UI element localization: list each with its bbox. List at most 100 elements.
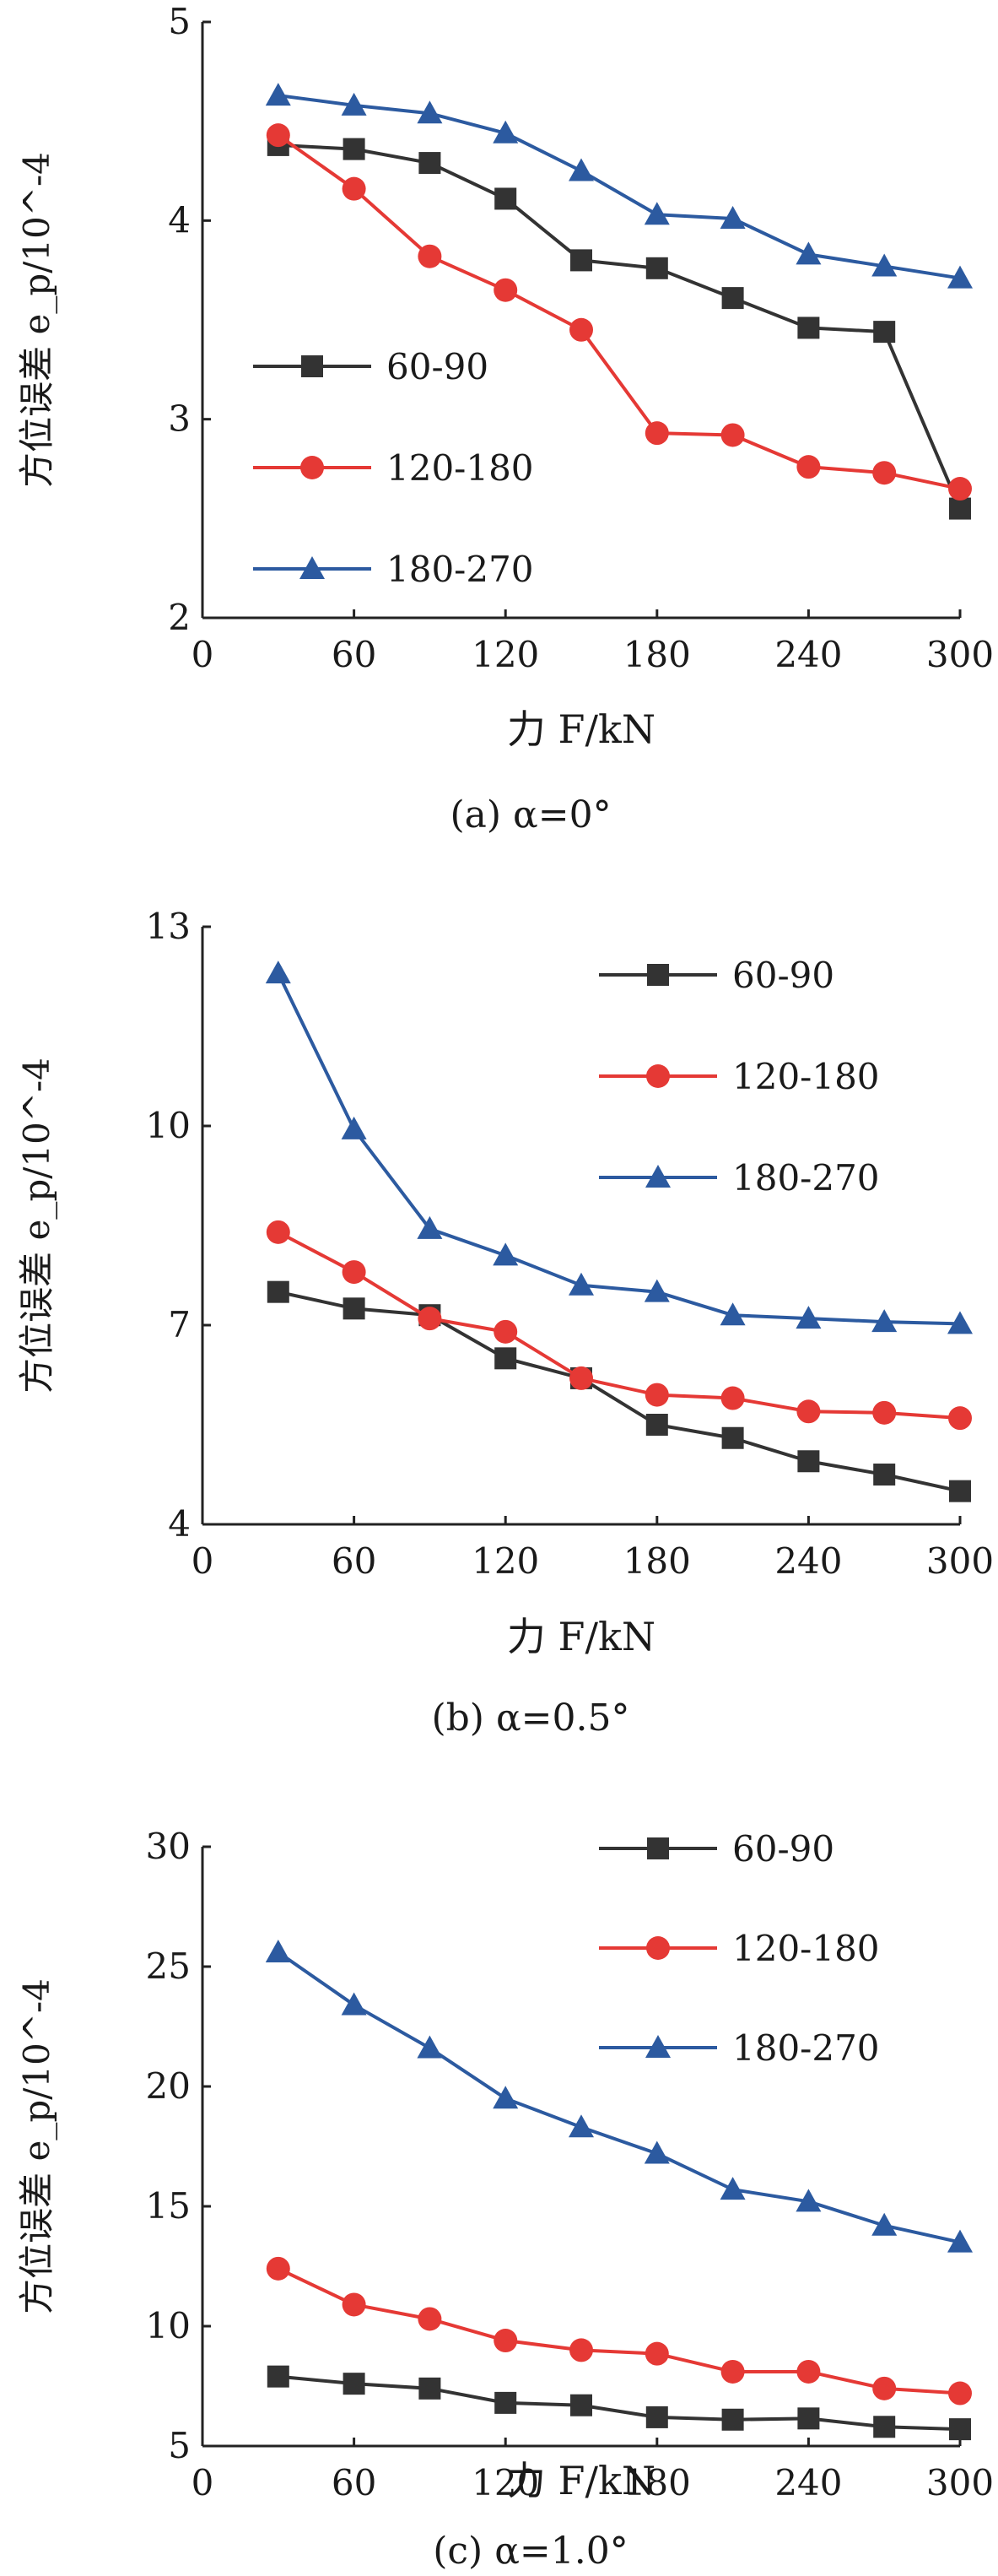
- data-point-120-180: [720, 2359, 745, 2384]
- data-point-180-270: [569, 1272, 594, 1296]
- x-tick-label: 300: [926, 2462, 994, 2503]
- series-line-60-90: [278, 143, 962, 510]
- legend-marker: [300, 456, 324, 479]
- data-point-120-180: [266, 2256, 290, 2281]
- data-point-60-90: [797, 317, 820, 339]
- series-line-60-90: [278, 2374, 961, 2432]
- data-point-180-270: [644, 202, 670, 225]
- data-point-180-270: [871, 253, 898, 277]
- chart-panel-1: 0 60 120 180 240 300 2 3 4 5 60-90 120-180 180-270 力 …: [16, 1, 994, 836]
- data-point-60-90: [797, 2407, 820, 2430]
- x-tick-label: 0: [192, 2462, 214, 2503]
- data-point-120-180: [266, 1220, 290, 1244]
- y-tick-label: 13: [146, 906, 191, 947]
- data-point-180-270: [265, 83, 291, 106]
- data-point-60-90: [949, 497, 971, 520]
- data-point-60-90: [267, 2365, 289, 2388]
- data-point-180-270: [871, 1309, 898, 1333]
- data-point-180-270: [644, 1279, 670, 1302]
- x-tick-label: 240: [774, 634, 842, 675]
- x-tick-label: 0: [192, 634, 214, 675]
- data-point-60-90: [949, 1480, 971, 1502]
- y-tick-label: 20: [146, 2065, 191, 2107]
- data-point-180-270: [493, 2086, 519, 2109]
- x-axis-label: 力 F/kN: [507, 706, 655, 752]
- data-point-180-270: [796, 2189, 822, 2212]
- data-point-120-180: [948, 2381, 972, 2406]
- data-point-60-90: [645, 257, 668, 279]
- data-point-180-270: [265, 1939, 291, 1962]
- data-point-60-90: [570, 249, 592, 272]
- y-tick-label: 30: [146, 1826, 191, 1867]
- panel-caption: (c) α=1.0°: [433, 2530, 628, 2573]
- data-point-60-90: [721, 2408, 744, 2431]
- x-tick-label: 180: [623, 1540, 691, 1582]
- data-point-120-180: [266, 123, 290, 148]
- y-axis-label: 方位误差 e_p/10^-4: [16, 1978, 57, 2314]
- x-axis-label: 力 F/kN: [507, 1614, 655, 1659]
- data-point-120-180: [645, 2341, 669, 2366]
- data-point-180-270: [341, 1116, 367, 1139]
- x-tick-label: 60: [332, 634, 376, 675]
- legend-label: 60-90: [386, 346, 488, 387]
- data-point-120-180: [569, 317, 593, 342]
- y-tick-label: 10: [146, 1105, 191, 1146]
- data-point-60-90: [721, 287, 744, 310]
- series-line-180-270: [277, 972, 961, 1326]
- data-point-180-270: [417, 1215, 443, 1239]
- y-tick-label: 5: [168, 2425, 191, 2466]
- x-tick-label: 60: [332, 1540, 376, 1582]
- legend-marker: [646, 1064, 670, 1088]
- data-point-120-180: [494, 278, 518, 302]
- legend-marker: [645, 2035, 671, 2058]
- y-axis-label: 方位误差 e_p/10^-4: [16, 152, 57, 488]
- data-point-60-90: [797, 1450, 820, 1473]
- legend-label: 120-180: [732, 1056, 880, 1097]
- data-point-60-90: [873, 2416, 896, 2438]
- x-tick-label: 300: [926, 634, 994, 675]
- x-tick-label: 180: [623, 2462, 691, 2503]
- series-line-120-180: [277, 133, 961, 490]
- data-point-120-180: [948, 1406, 972, 1431]
- data-point-60-90: [267, 1280, 289, 1303]
- data-point-60-90: [494, 187, 517, 210]
- panel-caption: (b) α=0.5°: [431, 1697, 629, 1740]
- data-point-120-180: [494, 1319, 518, 1344]
- data-point-180-270: [341, 1992, 367, 2016]
- legend-marker: [647, 964, 669, 986]
- data-point-120-180: [418, 244, 442, 268]
- legend-label: 180-270: [386, 549, 534, 590]
- data-point-120-180: [645, 421, 669, 446]
- data-point-60-90: [343, 1297, 365, 1320]
- x-tick-label: 240: [774, 2462, 842, 2503]
- data-point-120-180: [342, 1260, 366, 1285]
- data-point-120-180: [720, 1386, 745, 1410]
- data-point-120-180: [418, 1307, 442, 1331]
- data-point-120-180: [872, 461, 897, 485]
- legend-label: 180-270: [732, 1157, 880, 1199]
- chart-panel-2: 0 60 120 180 240 300 4 7 10 13 60-90 120-180 180-270…: [16, 906, 994, 1740]
- data-point-180-270: [947, 2229, 973, 2253]
- data-point-120-180: [494, 2329, 518, 2353]
- y-tick-label: 15: [146, 2185, 191, 2227]
- data-point-180-270: [417, 100, 443, 124]
- legend-label: 180-270: [732, 2027, 880, 2069]
- data-point-180-270: [265, 961, 291, 984]
- series-line-60-90: [278, 1290, 961, 1493]
- legend-label: 60-90: [732, 1828, 834, 1870]
- x-tick-label: 60: [332, 2462, 376, 2503]
- data-point-180-270: [644, 2140, 670, 2164]
- data-point-120-180: [418, 2307, 442, 2331]
- x-tick-label: 120: [472, 2462, 539, 2503]
- data-point-60-90: [949, 2418, 971, 2441]
- legend-marker: [645, 1165, 671, 1188]
- data-point-120-180: [720, 423, 745, 447]
- legend-marker: [646, 1936, 670, 1960]
- data-point-120-180: [569, 1366, 593, 1390]
- data-point-60-90: [645, 2406, 668, 2428]
- data-point-60-90: [494, 1347, 517, 1370]
- y-tick-label: 2: [168, 597, 191, 638]
- data-point-60-90: [721, 1426, 744, 1449]
- data-point-60-90: [418, 2377, 441, 2400]
- x-tick-label: 0: [192, 1540, 214, 1582]
